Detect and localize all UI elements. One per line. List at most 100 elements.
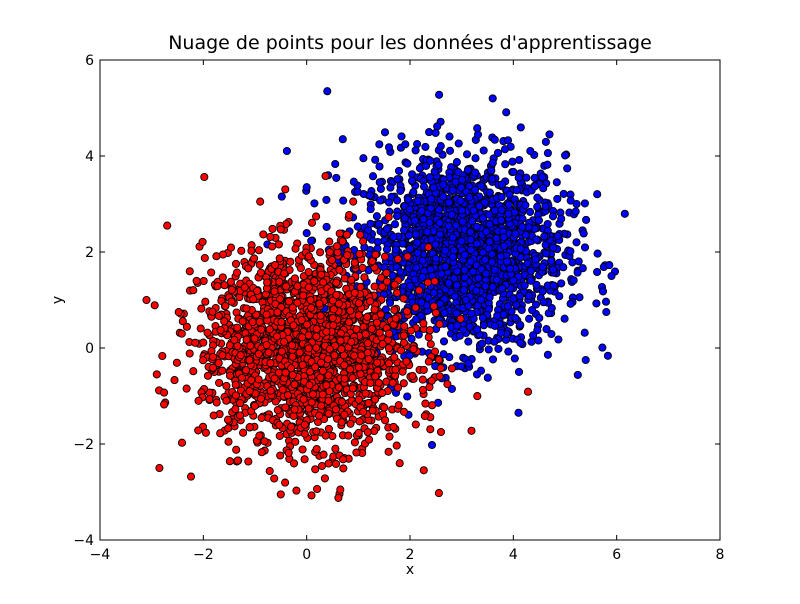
scatter-point-series-0 [330,351,339,360]
scatter-point-series-1 [375,140,384,149]
scatter-point-series-1 [405,244,415,253]
scatter-point-series-1 [435,90,444,99]
scatter-point-series-1 [467,309,476,318]
scatter-point-series-0 [231,391,240,400]
scatter-point-series-0 [277,347,286,356]
scatter-point-series-1 [478,313,487,322]
scatter-point-series-0 [316,311,325,320]
scatter-point-series-1 [466,235,475,244]
scatter-point-series-1 [484,345,493,354]
scatter-point-series-1 [310,199,319,208]
scatter-point-series-1 [492,234,501,243]
scatter-point-series-1 [349,177,358,186]
scatter-point-series-0 [331,459,341,468]
scatter-point-series-0 [319,450,328,459]
scatter-point-series-1 [466,245,475,255]
scatter-point-series-0 [389,422,398,431]
scatter-point-series-0 [324,409,333,418]
scatter-point-series-0 [246,341,255,350]
scatter-point-series-0 [288,341,297,350]
scatter-point-series-0 [318,366,327,375]
scatter-point-series-1 [549,265,558,274]
scatter-point-series-1 [384,198,394,207]
scatter-point-series-1 [454,168,463,177]
scatter-point-series-0 [340,361,349,370]
scatter-point-series-0 [221,301,230,311]
scatter-point-series-0 [324,459,333,468]
scatter-point-series-1 [515,292,524,301]
scatter-point-series-0 [335,265,344,274]
scatter-point-series-0 [426,340,435,349]
scatter-point-series-1 [518,222,527,231]
scatter-point-series-1 [396,267,405,276]
scatter-point-series-0 [247,246,256,255]
scatter-point-series-0 [350,288,359,297]
scatter-point-series-0 [384,447,393,456]
scatter-point-series-1 [468,267,477,276]
y-tick-label: 2 [85,245,94,261]
scatter-point-series-1 [575,293,584,302]
scatter-point-series-0 [396,346,406,355]
scatter-point-series-0 [241,366,251,375]
scatter-point-series-0 [218,351,227,360]
scatter-point-series-0 [375,328,384,337]
scatter-point-series-1 [503,302,512,311]
scatter-point-series-0 [435,320,444,329]
y-axis-label: y [50,296,66,304]
scatter-point-series-1 [413,238,422,247]
scatter-point-series-0 [307,303,316,312]
scatter-point-series-1 [620,209,629,218]
scatter-point-series-0 [367,324,376,333]
scatter-point-series-0 [426,425,435,434]
scatter-point-series-1 [492,275,501,284]
scatter-point-series-0 [313,484,322,494]
x-tick-label: 4 [509,547,518,563]
scatter-point-series-1 [376,184,385,193]
scatter-point-series-1 [450,274,459,283]
scatter-point-series-1 [524,291,533,300]
points-layer [142,87,629,502]
scatter-point-series-0 [208,352,218,361]
scatter-point-series-1 [548,212,558,221]
scatter-point-series-0 [200,172,209,182]
scatter-point-series-1 [353,187,362,196]
scatter-point-series-1 [563,164,572,173]
scatter-point-series-0 [295,348,304,357]
x-tick-label: 6 [612,547,621,563]
scatter-point-series-0 [254,349,263,359]
scatter-point-series-0 [220,281,229,290]
scatter-point-series-1 [504,200,513,209]
scatter-point-series-1 [543,160,552,169]
scatter-point-series-1 [580,243,590,252]
scatter-point-series-0 [281,403,290,412]
scatter-point-series-0 [282,282,291,291]
scatter-point-series-0 [346,306,355,315]
scatter-point-series-1 [504,347,513,356]
scatter-point-series-0 [324,396,333,405]
scatter-point-series-0 [283,391,293,400]
scatter-point-series-1 [500,145,510,154]
scatter-point-series-1 [468,217,477,226]
scatter-point-series-1 [423,227,432,236]
scatter-point-series-0 [249,295,258,304]
scatter-point-series-0 [277,317,286,327]
scatter-point-series-0 [293,282,302,291]
scatter-point-series-1 [512,186,521,195]
scatter-point-series-0 [300,420,309,429]
scatter-point-series-1 [439,350,448,359]
scatter-point-series-1 [528,306,537,315]
scatter-point-series-1 [427,440,437,450]
scatter-point-series-0 [186,472,196,481]
scatter-point-series-0 [268,224,277,233]
scatter-point-series-0 [355,417,364,426]
x-tick-label: 8 [716,547,725,563]
scatter-point-series-1 [386,298,395,307]
scatter-point-series-0 [308,390,318,399]
scatter-point-series-1 [487,250,497,259]
scatter-point-series-0 [443,380,452,389]
scatter-point-series-0 [390,353,399,362]
scatter-point-series-0 [370,282,379,291]
scatter-point-series-1 [418,272,427,281]
scatter-point-series-0 [278,385,287,394]
scatter-point-series-0 [315,411,324,420]
